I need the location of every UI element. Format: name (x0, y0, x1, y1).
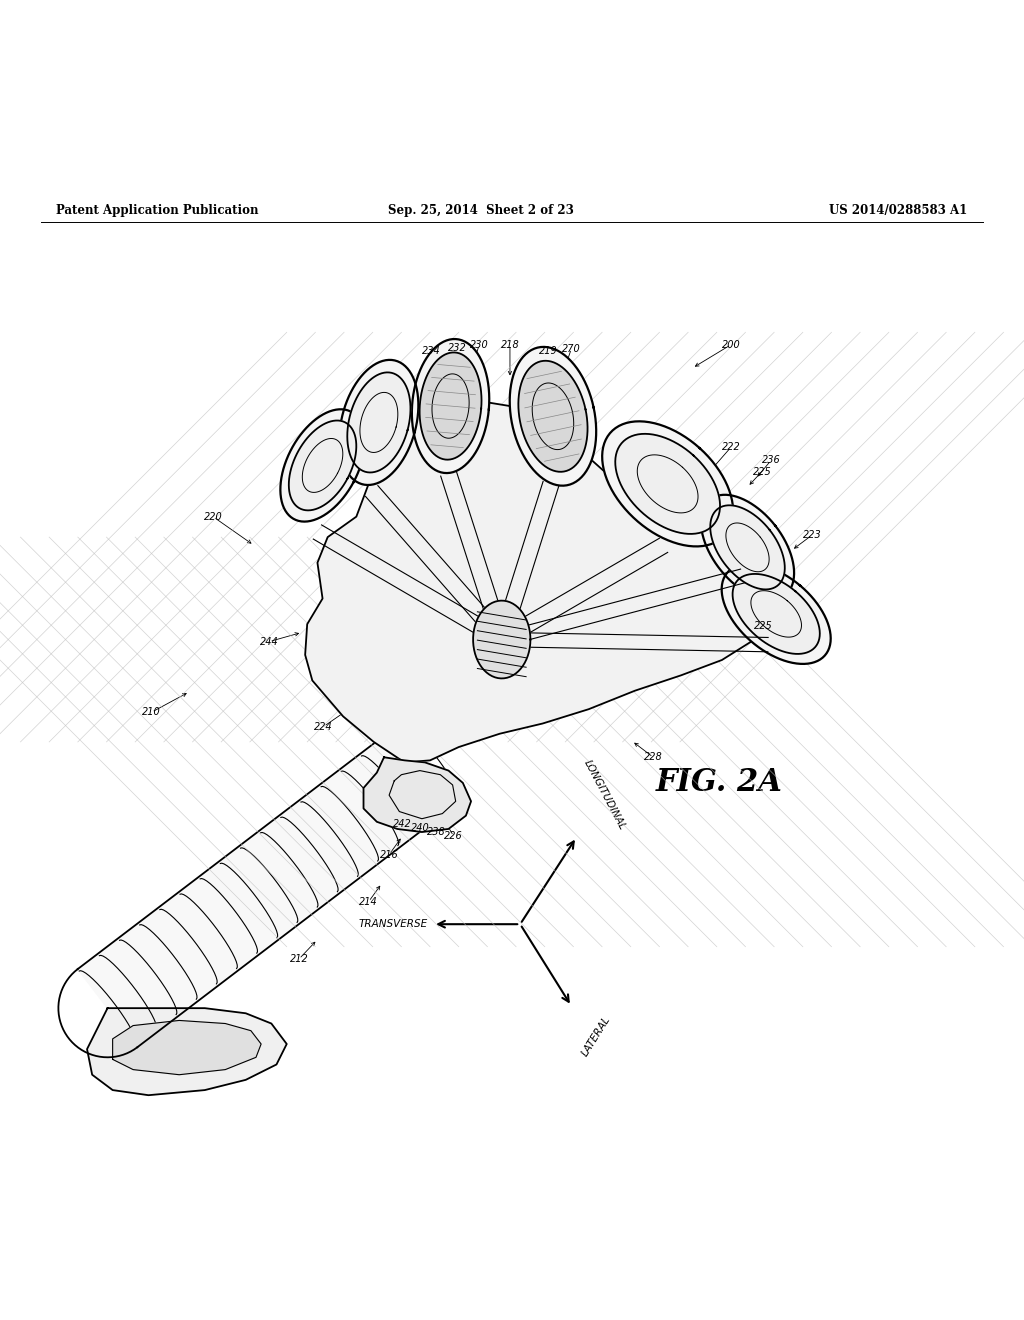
Text: 214: 214 (359, 896, 378, 907)
Polygon shape (615, 434, 720, 533)
Text: Patent Application Publication: Patent Application Publication (56, 203, 259, 216)
Text: FIG. 2A: FIG. 2A (655, 767, 782, 799)
Text: 212: 212 (290, 954, 308, 964)
Text: LATERAL: LATERAL (580, 1014, 612, 1057)
Polygon shape (518, 360, 588, 471)
Polygon shape (347, 372, 411, 473)
Text: 226: 226 (444, 832, 463, 841)
Text: 222: 222 (722, 442, 740, 451)
Polygon shape (732, 574, 820, 653)
Text: 223: 223 (803, 531, 821, 540)
Text: 234: 234 (422, 346, 440, 356)
Polygon shape (364, 758, 471, 832)
Text: TRANSVERSE: TRANSVERSE (358, 919, 428, 929)
Polygon shape (711, 506, 784, 590)
Text: 242: 242 (393, 818, 412, 829)
Text: 236: 236 (762, 455, 780, 466)
Text: 240: 240 (411, 822, 429, 833)
Text: 210: 210 (142, 708, 161, 717)
Text: 218: 218 (501, 339, 519, 350)
Text: 225: 225 (754, 622, 772, 631)
Text: Sep. 25, 2014  Sheet 2 of 23: Sep. 25, 2014 Sheet 2 of 23 (388, 203, 574, 216)
Text: 270: 270 (562, 343, 581, 354)
Polygon shape (305, 399, 778, 763)
Polygon shape (722, 564, 830, 664)
Text: 238: 238 (427, 828, 445, 837)
Text: 219: 219 (539, 346, 557, 356)
Polygon shape (289, 421, 356, 511)
Polygon shape (78, 723, 460, 1047)
Polygon shape (339, 360, 419, 484)
Polygon shape (510, 347, 596, 486)
Polygon shape (602, 421, 733, 546)
Polygon shape (420, 352, 481, 459)
Text: 230: 230 (470, 339, 488, 350)
Text: US 2014/0288583 A1: US 2014/0288583 A1 (829, 203, 968, 216)
Text: 228: 228 (644, 752, 663, 762)
Polygon shape (701, 495, 794, 601)
Polygon shape (113, 1020, 261, 1074)
Polygon shape (473, 601, 530, 678)
Polygon shape (281, 409, 365, 521)
Text: LONGITUDINAL: LONGITUDINAL (582, 759, 627, 832)
Text: 200: 200 (722, 339, 740, 350)
Text: 216: 216 (380, 850, 398, 859)
Text: 225: 225 (753, 466, 771, 477)
Text: 244: 244 (260, 636, 279, 647)
Text: 224: 224 (314, 722, 333, 731)
Text: 232: 232 (449, 343, 467, 352)
Polygon shape (412, 339, 489, 473)
Polygon shape (87, 1008, 287, 1096)
Text: 220: 220 (204, 512, 222, 521)
